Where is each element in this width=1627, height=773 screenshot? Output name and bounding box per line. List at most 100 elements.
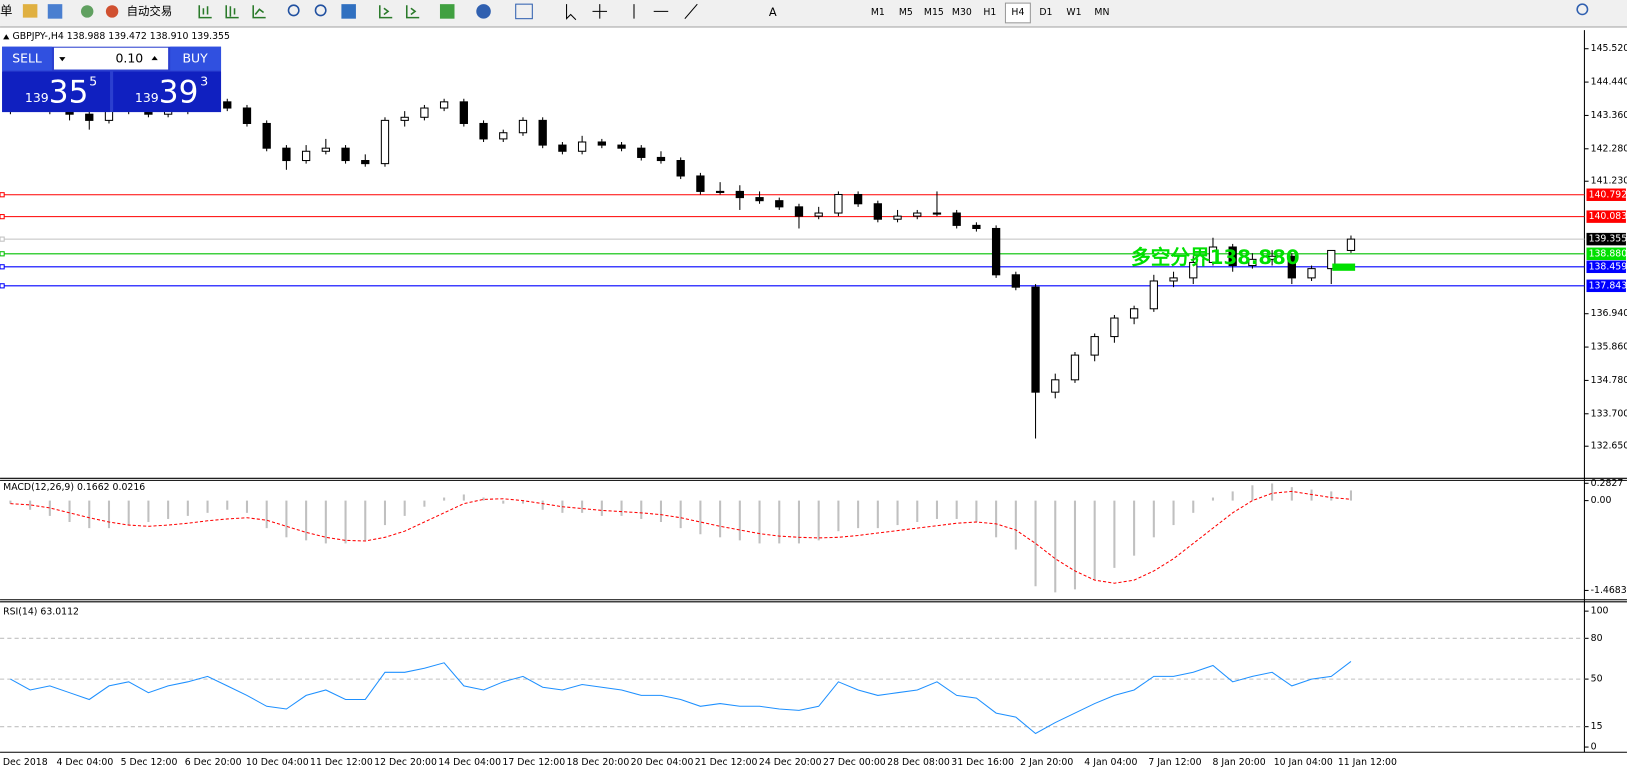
buy-label[interactable]: BUY [182,51,208,66]
x-label: 4 Jan 04:00 [1084,757,1137,768]
icon[interactable] [80,5,94,18]
price-fraction: 5 [89,73,97,88]
candle-body [932,212,942,215]
y-tick-label: 50 [1591,674,1603,685]
icon[interactable] [252,5,266,19]
level-label-bg [1586,260,1626,274]
marker [1332,263,1356,271]
y-tick-label: 145.520 [1591,43,1627,54]
y-tick-label: 0.2827 [1591,478,1624,489]
sell-button[interactable] [2,46,52,71]
candle-body [223,101,232,109]
price-pips: 39 [159,74,199,110]
draw-tools[interactable] [633,3,698,20]
x-label: 18 Dec 20:00 [567,757,630,768]
zoom-out[interactable] [314,4,327,17]
y-tick-label: 100 [1591,606,1609,617]
timeframe[interactable]: M1 [871,7,885,18]
candle-body [1149,280,1158,310]
timeframe[interactable]: M30 [952,7,972,18]
icon[interactable] [379,5,393,19]
candle-body [715,190,725,193]
y-tick-label: 142.280 [1591,143,1627,154]
auto-trading[interactable]: 自动交易 [127,4,173,18]
toolbar-label[interactable]: 单 [0,3,12,18]
icon[interactable] [439,4,455,19]
candle-body [775,200,784,208]
x-label: 4 Dec 04:00 [57,757,114,768]
candle-body [282,147,291,162]
price-prefix: 139 [25,90,49,105]
candle-body [913,212,922,217]
y-tick-label: 0 [1591,742,1597,753]
crosshair[interactable] [592,4,608,19]
lot-input[interactable] [53,47,169,70]
candle-body [1169,277,1178,282]
y-tick-label: 144.440 [1591,77,1627,88]
candle-body [439,101,449,109]
icon[interactable] [341,4,356,19]
candle-body [794,206,804,217]
candle-body [1307,268,1316,279]
timeframe[interactable]: H1 [983,7,996,18]
level-handle [0,264,5,270]
candle-body [814,212,823,217]
icon[interactable] [105,5,119,18]
price-pane [0,98,1585,439]
timeframe[interactable]: M15 [924,7,944,18]
timeframe[interactable]: M5 [899,7,913,18]
candle-body [1267,255,1277,260]
candle-body [1208,246,1218,263]
x-label: 11 Jan 12:00 [1338,757,1397,768]
candle-body [1129,308,1139,319]
candle-body [676,160,685,177]
icon[interactable] [515,3,533,20]
level-label: 140.792 [1589,189,1627,200]
icon[interactable] [476,4,491,19]
icon[interactable] [405,5,420,19]
tf-active [1004,2,1031,24]
x-label: 27 Dec 00:00 [823,757,886,768]
timeframe[interactable]: H4 [1011,7,1024,18]
candle-body [242,107,252,124]
x-label: 5 Dec 12:00 [121,757,178,768]
candle-body [459,101,468,124]
timeframe-bar: M1 M5 M15 M30 H1 H4 D1 W1 MN [871,2,1109,24]
zoom-in[interactable] [287,4,300,17]
candle-body [1327,249,1336,270]
timeframe[interactable]: D1 [1039,7,1052,18]
y-tick-label: 141.230 [1591,176,1627,187]
icon[interactable] [198,5,212,19]
icon[interactable] [22,4,38,18]
cursor[interactable] [566,4,577,21]
icon[interactable] [47,4,63,19]
trade-panel: SELL BUY 0.10 139 35 5 139 39 3 [2,46,222,113]
icon[interactable] [225,5,239,19]
candle-body [1051,379,1060,393]
candle-body [834,193,843,214]
candle-body [696,175,705,192]
level-label: 137.843 [1589,280,1627,291]
search[interactable] [1576,3,1589,16]
candle-body [952,212,961,226]
buy-price-box[interactable] [113,71,222,113]
timeframe[interactable]: W1 [1066,7,1081,18]
price-axis [1584,30,1627,773]
candle-body [479,122,488,140]
text-tool[interactable]: A [769,5,777,19]
macd-signal [10,490,1352,584]
buy-button[interactable] [170,46,222,71]
candle-body [380,119,390,165]
sell-price-box[interactable] [2,71,111,113]
candle-body [617,144,626,149]
candle-body [558,144,567,152]
timeframe[interactable]: MN [1094,7,1109,18]
candle-body [1287,255,1296,279]
x-label: 20 Dec 04:00 [631,757,694,768]
candle-body [420,107,429,118]
level-label-bg [1586,232,1626,246]
sell-label[interactable]: SELL [12,51,42,66]
x-label: 2 Dec 2018 [0,757,48,768]
lots[interactable]: 0.10 [116,51,144,66]
candle-body [1189,261,1198,279]
